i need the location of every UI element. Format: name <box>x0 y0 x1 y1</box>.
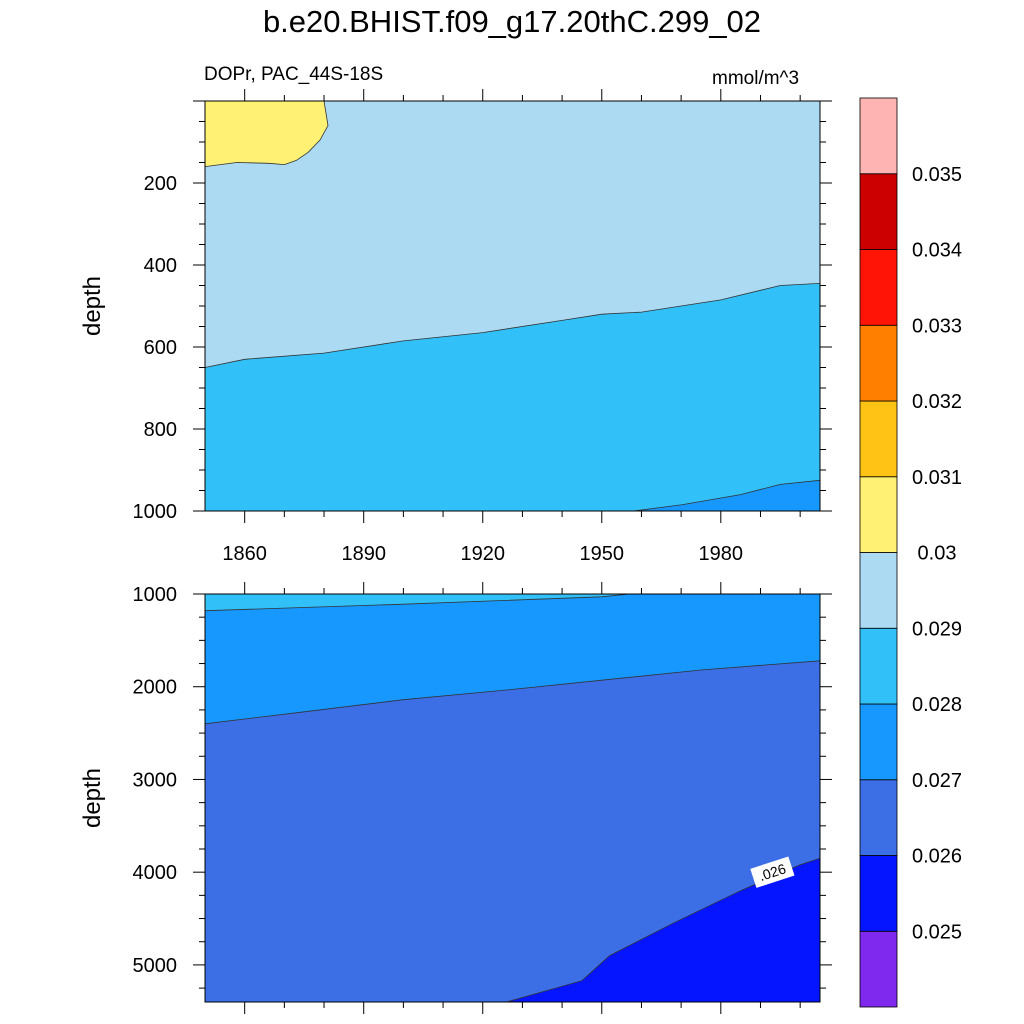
contour-line-0.027 <box>204 660 821 725</box>
y-tick-label: 1000 <box>133 584 178 606</box>
contour-label-group: .026 <box>750 856 795 888</box>
colorbar-box <box>859 552 898 629</box>
x-tick-label: 1890 <box>341 543 386 565</box>
colorbar-label: 0.028 <box>912 694 962 716</box>
colorbar-box <box>859 855 898 932</box>
top-panel <box>204 100 821 512</box>
top-axes: 1860 1890 1920 1950 1980 200 400 600 800 1000 dept… <box>79 89 832 565</box>
y-axis-title: depth <box>79 768 106 828</box>
contour-line-0.028 <box>633 479 821 512</box>
variable-region-label: DOPr, PAC_44S-18S <box>204 64 384 85</box>
colorbar-box <box>859 930 898 1008</box>
y-tick-label: 1000 <box>133 501 178 523</box>
top-region-0.027-0.028 <box>633 480 820 511</box>
bottom-region-0.025-0.026 <box>506 858 820 1002</box>
x-tick-label: 1860 <box>222 543 267 565</box>
colorbar-label: 0.03 <box>918 543 957 565</box>
colorbar-label: 0.029 <box>912 618 962 640</box>
x-tick-label: 1980 <box>699 543 744 565</box>
colorbar-label: 0.031 <box>912 467 962 489</box>
colorbar-box <box>859 97 898 175</box>
colorbar: 0.025 0.026 0.027 0.028 0.029 0.03 0.031 0.032 0… <box>859 97 962 1008</box>
bottom-region-0.028-0.029 <box>205 594 630 611</box>
colorbar-box <box>859 476 898 553</box>
x-tick-label: 1950 <box>580 543 625 565</box>
y-axis-title: depth <box>79 276 106 336</box>
y-tick-label: 200 <box>144 173 177 195</box>
units-label: mmol/m^3 <box>712 68 800 89</box>
colorbar-label: 0.027 <box>912 770 962 792</box>
bottom-panel: .026 <box>204 593 821 1003</box>
y-tick-label: 800 <box>144 419 177 441</box>
y-tick-label: 4000 <box>133 862 178 884</box>
bottom-axes: 1000 2000 3000 4000 5000 depth <box>79 582 832 1014</box>
colorbar-label: 0.025 <box>912 921 962 943</box>
colorbar-label: 0.035 <box>912 164 962 186</box>
y-tick-label: 400 <box>144 255 177 277</box>
contour-line-0.029 <box>204 283 821 368</box>
colorbar-box <box>859 400 898 478</box>
contour-label-bg <box>750 856 795 888</box>
colorbar-label: 0.026 <box>912 846 962 868</box>
y-tick-label: 3000 <box>133 769 178 791</box>
top-region-0.030-0.031 <box>205 101 328 167</box>
contour-line-0.026 <box>506 857 821 1003</box>
y-tick-label: 600 <box>144 337 177 359</box>
y-tick-label: 2000 <box>133 677 178 699</box>
colorbar-label: 0.033 <box>912 315 962 337</box>
top-region-0.028-0.029 <box>205 283 820 511</box>
colorbar-box <box>859 249 898 326</box>
plot-title: b.e20.BHIST.f09_g17.20thC.299_02 <box>262 4 762 39</box>
colorbar-box <box>859 703 898 781</box>
colorbar-label: 0.034 <box>912 240 962 262</box>
plot-frame <box>204 593 821 1003</box>
colorbar-box <box>859 324 898 402</box>
contour-line-0.03 <box>204 100 329 167</box>
colorbar-box <box>859 173 898 250</box>
colorbar-label: 0.032 <box>912 391 962 413</box>
colorbar-box <box>859 779 898 856</box>
bottom-region-0.027-0.028 <box>205 594 820 724</box>
contour-line-0.028 <box>204 593 630 612</box>
x-tick-label: 1920 <box>460 543 505 565</box>
y-tick-label: 5000 <box>133 955 178 977</box>
colorbar-box <box>859 627 898 705</box>
